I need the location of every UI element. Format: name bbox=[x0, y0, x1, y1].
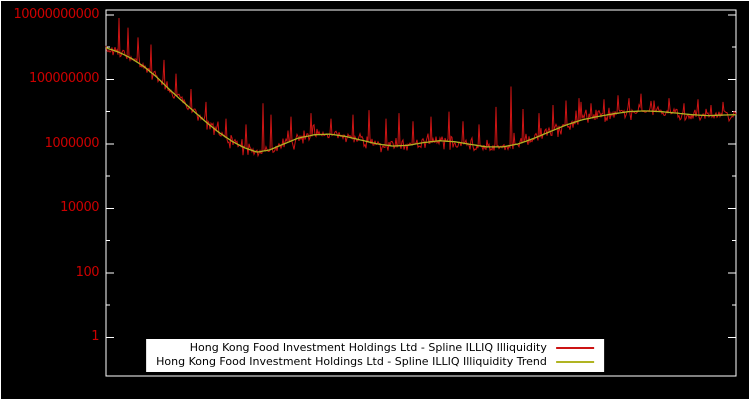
legend-entry-illiquidity: Hong Kong Food Investment Holdings Ltd -… bbox=[156, 341, 594, 355]
trend-line-sample bbox=[555, 361, 594, 363]
legend-label-trend: Hong Kong Food Investment Holdings Ltd -… bbox=[156, 355, 547, 368]
y-axis-tick-label: 10000 bbox=[60, 200, 99, 216]
y-axis-tick-label: 1000000 bbox=[44, 135, 100, 151]
y-axis-tick-label: 100 bbox=[75, 264, 100, 280]
y-axis-tick-label: 1 bbox=[91, 329, 99, 345]
illiquidity-series-line bbox=[105, 17, 737, 158]
trend-series-line bbox=[105, 47, 737, 153]
legend-label-illiquidity: Hong Kong Food Investment Holdings Ltd -… bbox=[189, 341, 547, 354]
plot-border bbox=[105, 9, 737, 377]
y-axis-tick-label: 100000000 bbox=[29, 71, 99, 87]
legend: Hong Kong Food Investment Holdings Ltd -… bbox=[146, 339, 604, 372]
y-axis-tick-label: 10000000000 bbox=[13, 6, 100, 22]
legend-entry-trend: Hong Kong Food Investment Holdings Ltd -… bbox=[156, 355, 594, 369]
illiquidity-line-sample bbox=[555, 347, 594, 349]
